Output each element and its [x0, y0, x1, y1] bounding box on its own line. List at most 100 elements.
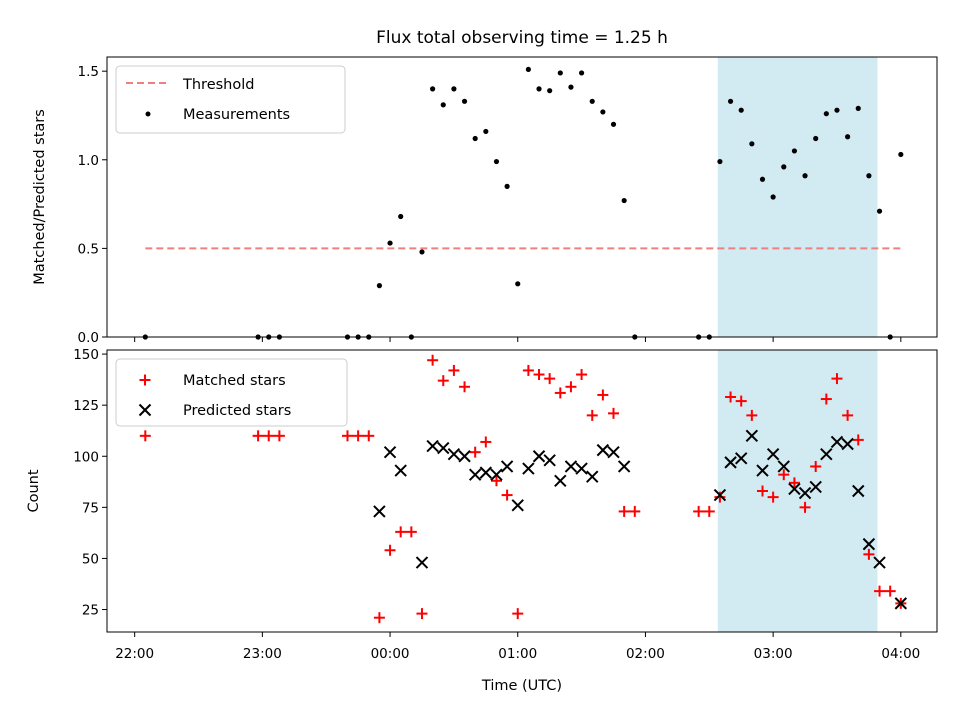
predicted-star-point	[468, 468, 482, 481]
matched-star-point	[618, 505, 630, 517]
measurement-point	[610, 121, 617, 127]
matched-star-point	[746, 409, 758, 421]
y-tick-label: 125	[73, 398, 99, 414]
top-axes-frame	[106, 56, 938, 338]
matched-star-point	[273, 430, 285, 442]
legend-measurements-label: Measurements	[183, 107, 290, 123]
bottom-legend: Matched stars Predicted stars	[115, 358, 348, 427]
measurement-point	[600, 109, 606, 115]
measurement-point	[770, 194, 776, 200]
x-tick-label: 23:00	[243, 646, 282, 662]
matched-star-point	[693, 505, 705, 517]
legend-matched-swatch	[139, 374, 151, 386]
predicted-star-point	[415, 556, 429, 569]
predicted-star-point	[798, 486, 812, 500]
matched-star-point	[395, 526, 407, 538]
matched-star-point	[874, 585, 886, 597]
predicted-star-point	[575, 462, 588, 475]
chart-title: Flux total observing time = 1.25 h	[376, 28, 668, 48]
legend-matched-label: Matched stars	[183, 373, 286, 389]
predicted-star-point	[894, 597, 908, 610]
bottom-plot-marks	[139, 354, 908, 624]
measurement-point	[472, 135, 478, 142]
predicted-star-point	[586, 470, 599, 483]
top-x-ticks	[134, 337, 902, 342]
predicted-star-point	[734, 452, 748, 465]
matched-star-point	[788, 477, 800, 489]
measurement-point	[759, 176, 766, 182]
x-tick-label: 00:00	[371, 646, 410, 662]
top-highlight-span	[717, 57, 878, 337]
matched-star-point	[735, 395, 747, 407]
measurement-point	[738, 107, 744, 113]
predicted-star-point	[511, 499, 524, 512]
measurement-point	[504, 183, 510, 189]
matched-star-point	[480, 436, 492, 448]
measurement-point	[589, 98, 595, 104]
predicted-star-point	[841, 437, 854, 451]
measurement-point	[451, 86, 457, 92]
matched-star-point	[352, 430, 364, 442]
matched-star-point	[252, 430, 264, 442]
matched-star-point	[522, 364, 534, 376]
measurement-point	[727, 98, 734, 104]
x-tick-label: 03:00	[754, 646, 793, 662]
matched-star-point	[501, 489, 513, 501]
measurement-point	[557, 70, 563, 76]
measurement-point	[876, 208, 883, 214]
matched-star-point	[405, 526, 417, 538]
bottom-y-ticks: 25 50 75 100 125 150	[73, 347, 107, 619]
matched-star-point	[767, 491, 779, 503]
y-tick-label: 1.0	[78, 153, 99, 169]
y-tick-label: 150	[73, 347, 99, 363]
measurement-point	[547, 88, 553, 94]
measurement-point	[461, 98, 468, 104]
matched-star-point	[852, 434, 864, 446]
predicted-star-point	[607, 445, 620, 459]
matched-star-point	[714, 491, 726, 503]
matched-star-point	[448, 364, 460, 376]
y-tick-label: 100	[73, 449, 99, 465]
top-panel: 0.0 0.5 1.0 1.5 Matched/Predicted stars Thr…	[32, 56, 938, 346]
predicted-star-point	[766, 448, 780, 461]
predicted-star-point	[788, 482, 801, 496]
legend-predicted-label: Predicted stars	[183, 403, 291, 419]
measurement-point	[717, 158, 723, 165]
bottom-panel: 25 50 75 100 125 150 22:00 23:00 00:00 01:00 02:0…	[26, 347, 938, 694]
matched-star-point	[416, 608, 428, 620]
measurement-point	[823, 111, 829, 117]
bottom-legend-box	[115, 358, 348, 427]
matched-star-point	[437, 375, 449, 387]
y-tick-label: 25	[82, 603, 99, 619]
measurement-point	[855, 105, 861, 111]
predicted-star-point	[426, 439, 439, 453]
matched-star-point	[490, 475, 502, 487]
predicted-star-point	[830, 435, 844, 449]
y-tick-label: 0.0	[78, 330, 99, 346]
predicted-star-point	[437, 441, 450, 455]
matched-star-point	[831, 373, 843, 385]
predicted-star-point	[862, 537, 876, 551]
measurement-point	[440, 102, 446, 108]
y-tick-label: 75	[82, 500, 99, 516]
measurement-point	[781, 164, 787, 170]
legend-predicted-swatch	[138, 403, 152, 417]
matched-star-point	[586, 409, 598, 421]
predicted-star-point	[617, 460, 631, 473]
matched-star-point	[778, 469, 790, 481]
predicted-star-point	[713, 488, 727, 502]
matched-star-point	[629, 505, 641, 517]
measurement-point	[483, 128, 489, 135]
top-y-ticks: 0.0 0.5 1.0 1.5	[78, 64, 107, 346]
measurement-point	[813, 135, 819, 142]
bottom-axes-frame	[106, 349, 938, 633]
matched-star-point	[512, 608, 524, 620]
measurement-point	[387, 240, 393, 246]
legend-plus-marker	[139, 374, 151, 386]
measurement-point	[845, 134, 851, 140]
measurement-point	[525, 66, 531, 73]
matched-star-point	[263, 430, 275, 442]
predicted-star-point	[809, 480, 822, 494]
predicted-star-point	[756, 464, 769, 477]
